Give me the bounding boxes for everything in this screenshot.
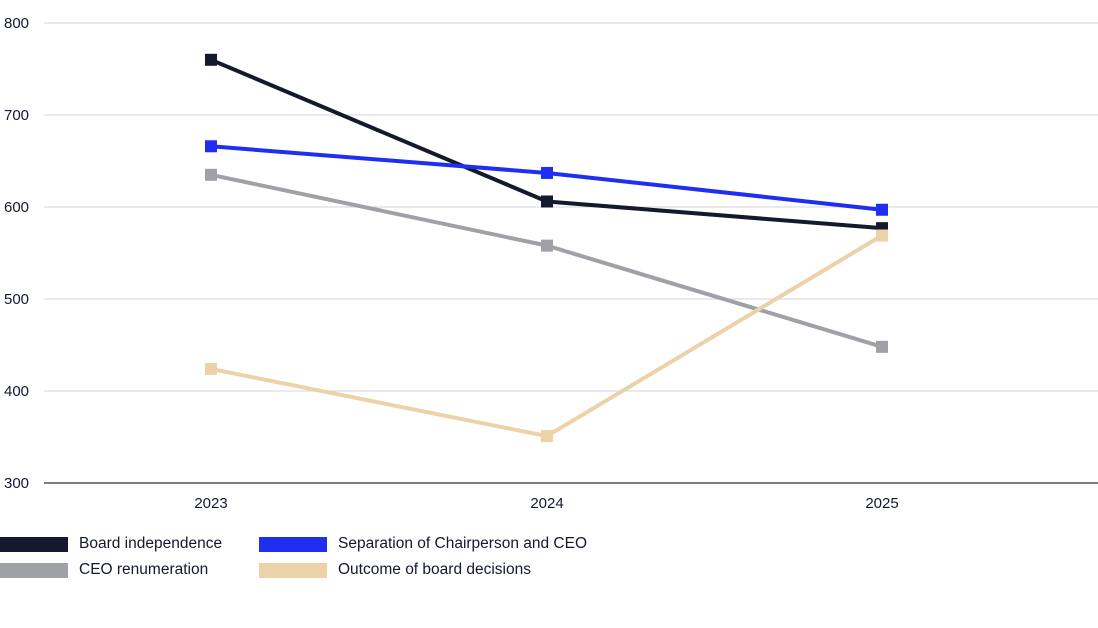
y-tick-label: 800: [4, 15, 29, 32]
legend-item-outcome-board-decisions: Outcome of board decisions: [259, 559, 531, 581]
x-tick-label: 2025: [865, 495, 898, 512]
line-chart: 300 400 500 600 700 800 2023 2024 2025: [4, 15, 1098, 512]
legend-swatch: [0, 562, 68, 578]
data-point-ceo-renumeration: [541, 239, 553, 252]
gridlines: [44, 22, 1098, 484]
data-point-separation-of-chairperson-and-ceo: [876, 203, 888, 216]
legend-label: CEO renumeration: [79, 561, 209, 578]
legend-swatch: [0, 536, 68, 552]
legend-item-board-independence: Board independence: [0, 533, 222, 555]
data-point-ceo-renumeration: [876, 340, 888, 353]
data-point-ceo-renumeration: [205, 168, 217, 181]
data-point-separation-of-chairperson-and-ceo: [205, 140, 217, 153]
x-tick-label: 2023: [194, 495, 227, 512]
series-lines: [205, 53, 888, 443]
data-point-board-independence: [205, 53, 217, 66]
series-line-outcome-of-board-decisions: [210, 233, 884, 439]
y-tick-label: 300: [4, 475, 29, 492]
y-axis-ticks: 300 400 500 600 700 800: [4, 15, 29, 492]
legend-label: Outcome of board decisions: [338, 561, 531, 578]
y-tick-label: 500: [4, 291, 29, 308]
y-tick-label: 600: [4, 199, 29, 216]
x-axis-ticks: 2023 2024 2025: [194, 495, 898, 512]
data-point-outcome-of-board-decisions: [876, 229, 888, 242]
legend-swatch: [259, 562, 327, 578]
data-point-outcome-of-board-decisions: [541, 430, 553, 443]
legend-label: Board independence: [79, 535, 223, 552]
legend-label: Separation of Chairperson and CEO: [338, 535, 588, 552]
y-tick-label: 400: [4, 383, 29, 400]
legend-item-separation-chair-ceo: Separation of Chairperson and CEO: [259, 533, 587, 555]
data-point-board-independence: [541, 195, 553, 208]
data-point-outcome-of-board-decisions: [205, 362, 217, 375]
data-point-separation-of-chairperson-and-ceo: [541, 166, 553, 179]
legend-swatch: [259, 536, 327, 552]
x-tick-label: 2024: [530, 495, 563, 512]
y-tick-label: 700: [4, 107, 29, 124]
legend-item-ceo-renumeration: CEO renumeration: [0, 559, 208, 581]
